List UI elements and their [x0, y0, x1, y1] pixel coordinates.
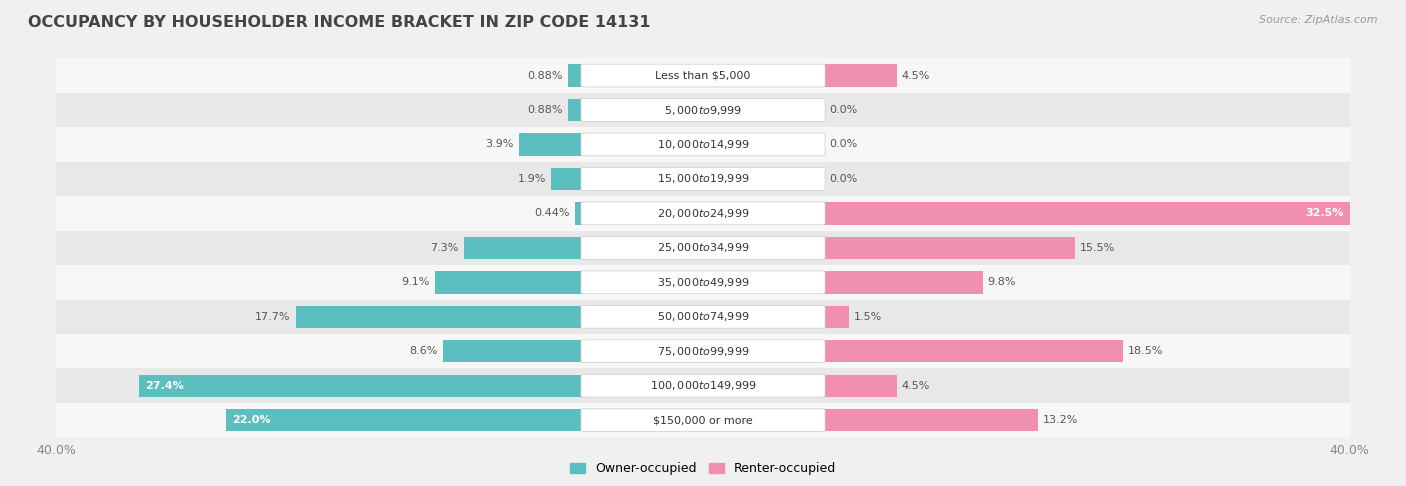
Text: 1.9%: 1.9% — [517, 174, 546, 184]
FancyBboxPatch shape — [581, 374, 825, 397]
Bar — [56, 196, 1350, 231]
Text: $25,000 to $34,999: $25,000 to $34,999 — [657, 242, 749, 254]
FancyBboxPatch shape — [581, 340, 825, 363]
Text: 0.88%: 0.88% — [527, 105, 562, 115]
Bar — [575, 202, 582, 225]
Bar — [824, 306, 849, 328]
Text: 1.5%: 1.5% — [853, 312, 882, 322]
Bar — [824, 271, 983, 294]
Text: 0.0%: 0.0% — [830, 139, 858, 150]
Bar — [56, 93, 1350, 127]
Text: OCCUPANCY BY HOUSEHOLDER INCOME BRACKET IN ZIP CODE 14131: OCCUPANCY BY HOUSEHOLDER INCOME BRACKET … — [28, 15, 651, 30]
FancyBboxPatch shape — [581, 133, 825, 156]
Bar — [464, 237, 582, 259]
Text: 8.6%: 8.6% — [409, 346, 437, 356]
Text: 22.0%: 22.0% — [232, 415, 271, 425]
Bar — [551, 168, 582, 190]
Bar — [56, 265, 1350, 299]
Text: 15.5%: 15.5% — [1080, 243, 1115, 253]
Text: $20,000 to $24,999: $20,000 to $24,999 — [657, 207, 749, 220]
Text: 13.2%: 13.2% — [1043, 415, 1078, 425]
Bar — [56, 127, 1350, 162]
Text: 4.5%: 4.5% — [901, 70, 931, 81]
Bar — [824, 64, 897, 87]
Text: 17.7%: 17.7% — [256, 312, 291, 322]
Bar — [56, 231, 1350, 265]
Bar — [139, 375, 582, 397]
Bar — [568, 99, 582, 121]
FancyBboxPatch shape — [581, 305, 825, 328]
Bar — [568, 64, 582, 87]
FancyBboxPatch shape — [581, 202, 825, 225]
Text: 32.5%: 32.5% — [1305, 208, 1343, 218]
FancyBboxPatch shape — [581, 409, 825, 432]
Legend: Owner-occupied, Renter-occupied: Owner-occupied, Renter-occupied — [565, 457, 841, 481]
Bar — [56, 334, 1350, 368]
Text: $35,000 to $49,999: $35,000 to $49,999 — [657, 276, 749, 289]
Bar — [824, 409, 1038, 432]
Text: $75,000 to $99,999: $75,000 to $99,999 — [657, 345, 749, 358]
Text: 0.88%: 0.88% — [527, 70, 562, 81]
Text: 3.9%: 3.9% — [485, 139, 513, 150]
Text: 18.5%: 18.5% — [1128, 346, 1164, 356]
Text: 7.3%: 7.3% — [430, 243, 458, 253]
FancyBboxPatch shape — [581, 271, 825, 294]
Bar — [56, 299, 1350, 334]
Bar — [824, 237, 1076, 259]
Text: Less than $5,000: Less than $5,000 — [655, 70, 751, 81]
Text: 0.0%: 0.0% — [830, 174, 858, 184]
Text: 9.1%: 9.1% — [401, 278, 430, 287]
Bar — [443, 340, 582, 363]
Bar — [226, 409, 582, 432]
FancyBboxPatch shape — [581, 168, 825, 191]
FancyBboxPatch shape — [581, 237, 825, 259]
Text: Source: ZipAtlas.com: Source: ZipAtlas.com — [1260, 15, 1378, 25]
Text: $50,000 to $74,999: $50,000 to $74,999 — [657, 310, 749, 323]
Bar — [56, 368, 1350, 403]
Text: 27.4%: 27.4% — [145, 381, 184, 391]
Bar — [824, 340, 1123, 363]
Bar — [56, 162, 1350, 196]
Text: $15,000 to $19,999: $15,000 to $19,999 — [657, 173, 749, 186]
Text: 4.5%: 4.5% — [901, 381, 931, 391]
Bar — [824, 202, 1350, 225]
Bar — [434, 271, 582, 294]
Text: $10,000 to $14,999: $10,000 to $14,999 — [657, 138, 749, 151]
Bar — [295, 306, 582, 328]
Text: $100,000 to $149,999: $100,000 to $149,999 — [650, 379, 756, 392]
Text: $150,000 or more: $150,000 or more — [654, 415, 752, 425]
Text: 0.0%: 0.0% — [830, 105, 858, 115]
Bar — [56, 58, 1350, 93]
Bar — [56, 403, 1350, 437]
Text: 9.8%: 9.8% — [987, 278, 1017, 287]
Bar — [824, 375, 897, 397]
Text: $5,000 to $9,999: $5,000 to $9,999 — [664, 104, 742, 117]
Bar — [519, 133, 582, 156]
Text: 0.44%: 0.44% — [534, 208, 569, 218]
FancyBboxPatch shape — [581, 64, 825, 87]
FancyBboxPatch shape — [581, 99, 825, 122]
